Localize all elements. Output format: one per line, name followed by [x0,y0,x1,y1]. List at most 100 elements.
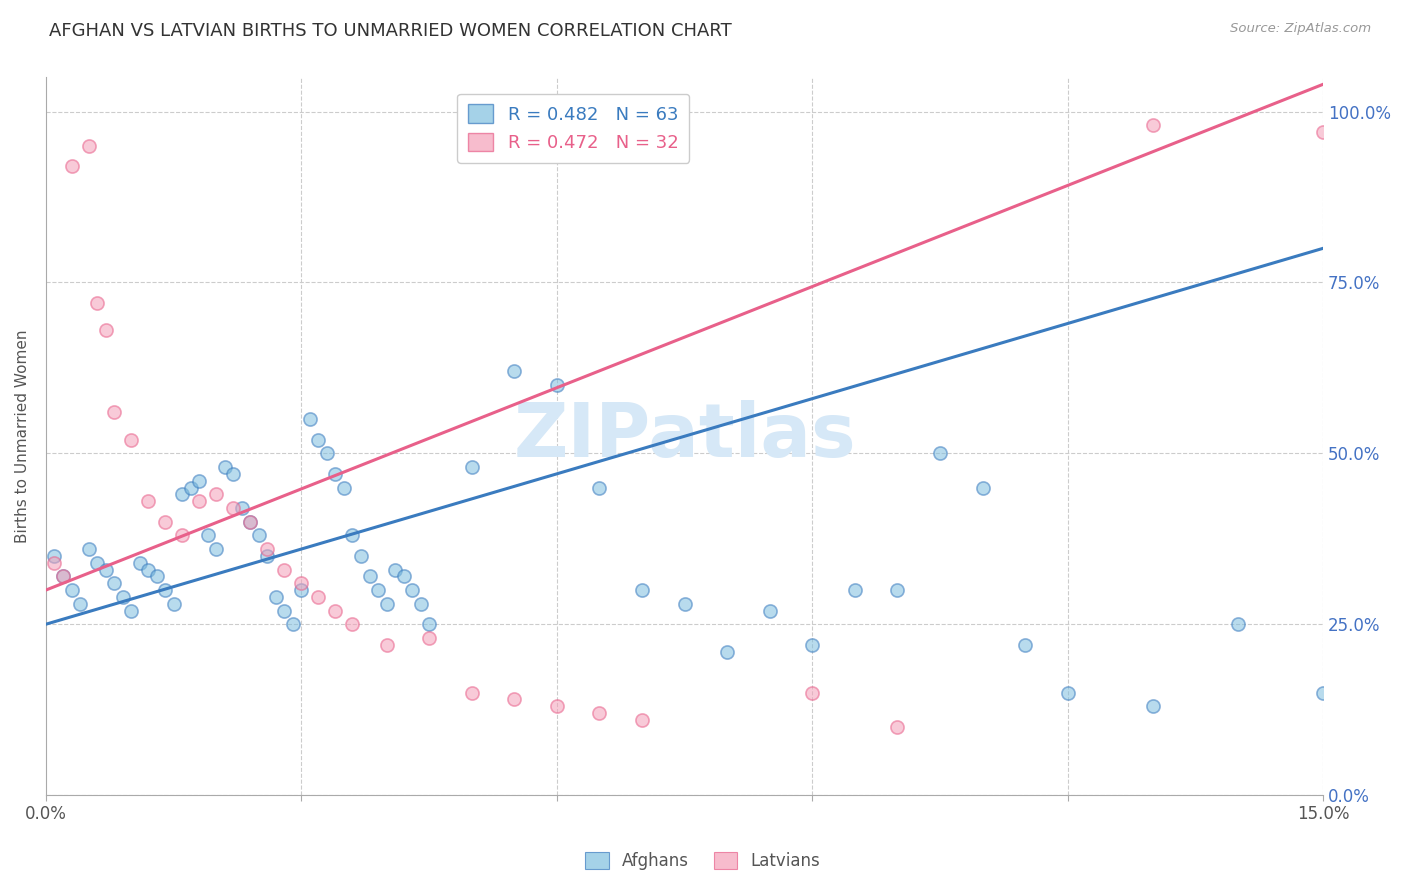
Point [384,562,406,576]
Point [418,617,440,632]
Point [375,638,398,652]
Point [333,481,356,495]
Point [929,446,952,460]
Point [307,433,329,447]
Point [256,549,278,563]
Y-axis label: Births to Unmarried Women: Births to Unmarried Women [15,329,30,543]
Point [136,494,159,508]
Point [375,597,398,611]
Point [325,467,347,481]
Point [197,528,219,542]
Point [418,631,440,645]
Point [86,556,108,570]
Point [222,467,245,481]
Point [631,582,654,597]
Point [588,481,610,495]
Point [673,597,696,611]
Point [77,138,100,153]
Point [1142,118,1164,132]
Point [136,562,159,576]
Point [103,405,125,419]
Point [716,644,738,658]
Point [503,364,526,378]
Point [264,590,287,604]
Point [44,549,66,563]
Point [231,501,253,516]
Point [801,685,824,699]
Point [350,549,373,563]
Point [886,720,908,734]
Point [460,460,482,475]
Point [180,481,202,495]
Point [460,685,482,699]
Point [222,501,245,516]
Point [86,296,108,310]
Point [367,582,389,597]
Point [972,481,994,495]
Point [94,323,117,337]
Point [94,562,117,576]
Point [60,582,83,597]
Point [214,460,236,475]
Point [290,582,312,597]
Point [1312,685,1334,699]
Point [273,603,295,617]
Point [120,433,142,447]
Point [886,582,908,597]
Point [588,706,610,720]
Point [546,378,568,392]
Point [392,569,415,583]
Point [1227,617,1250,632]
Point [758,603,780,617]
Point [325,603,347,617]
Point [172,487,194,501]
Text: ZIPatlas: ZIPatlas [513,400,856,473]
Point [52,569,75,583]
Point [281,617,304,632]
Point [503,692,526,706]
Point [247,528,270,542]
Point [316,446,339,460]
Point [631,713,654,727]
Point [128,556,150,570]
Point [60,159,83,173]
Point [401,582,423,597]
Point [153,582,176,597]
Point [120,603,142,617]
Point [307,590,329,604]
Point [298,412,321,426]
Point [273,562,295,576]
Point [103,576,125,591]
Point [1312,125,1334,139]
Point [342,617,364,632]
Point [1014,638,1036,652]
Point [1142,699,1164,714]
Point [111,590,134,604]
Point [844,582,866,597]
Point [546,699,568,714]
Point [239,515,262,529]
Point [145,569,167,583]
Point [409,597,432,611]
Point [163,597,186,611]
Text: Source: ZipAtlas.com: Source: ZipAtlas.com [1230,22,1371,36]
Point [1056,685,1078,699]
Legend: Afghans, Latvians: Afghans, Latvians [579,845,827,877]
Point [172,528,194,542]
Point [153,515,176,529]
Point [44,556,66,570]
Point [205,541,228,556]
Point [205,487,228,501]
Text: AFGHAN VS LATVIAN BIRTHS TO UNMARRIED WOMEN CORRELATION CHART: AFGHAN VS LATVIAN BIRTHS TO UNMARRIED WO… [49,22,733,40]
Point [290,576,312,591]
Point [77,541,100,556]
Point [188,494,211,508]
Point [801,638,824,652]
Point [52,569,75,583]
Legend: R = 0.482   N = 63, R = 0.472   N = 32: R = 0.482 N = 63, R = 0.472 N = 32 [457,94,689,163]
Point [239,515,262,529]
Point [359,569,381,583]
Point [188,474,211,488]
Point [69,597,91,611]
Point [256,541,278,556]
